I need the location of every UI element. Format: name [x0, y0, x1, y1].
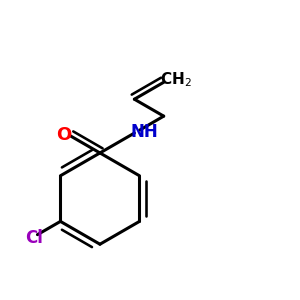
Text: Cl: Cl: [25, 229, 43, 247]
Text: CH$_2$: CH$_2$: [160, 70, 192, 89]
Text: O: O: [56, 125, 72, 143]
Text: NH: NH: [130, 124, 158, 142]
